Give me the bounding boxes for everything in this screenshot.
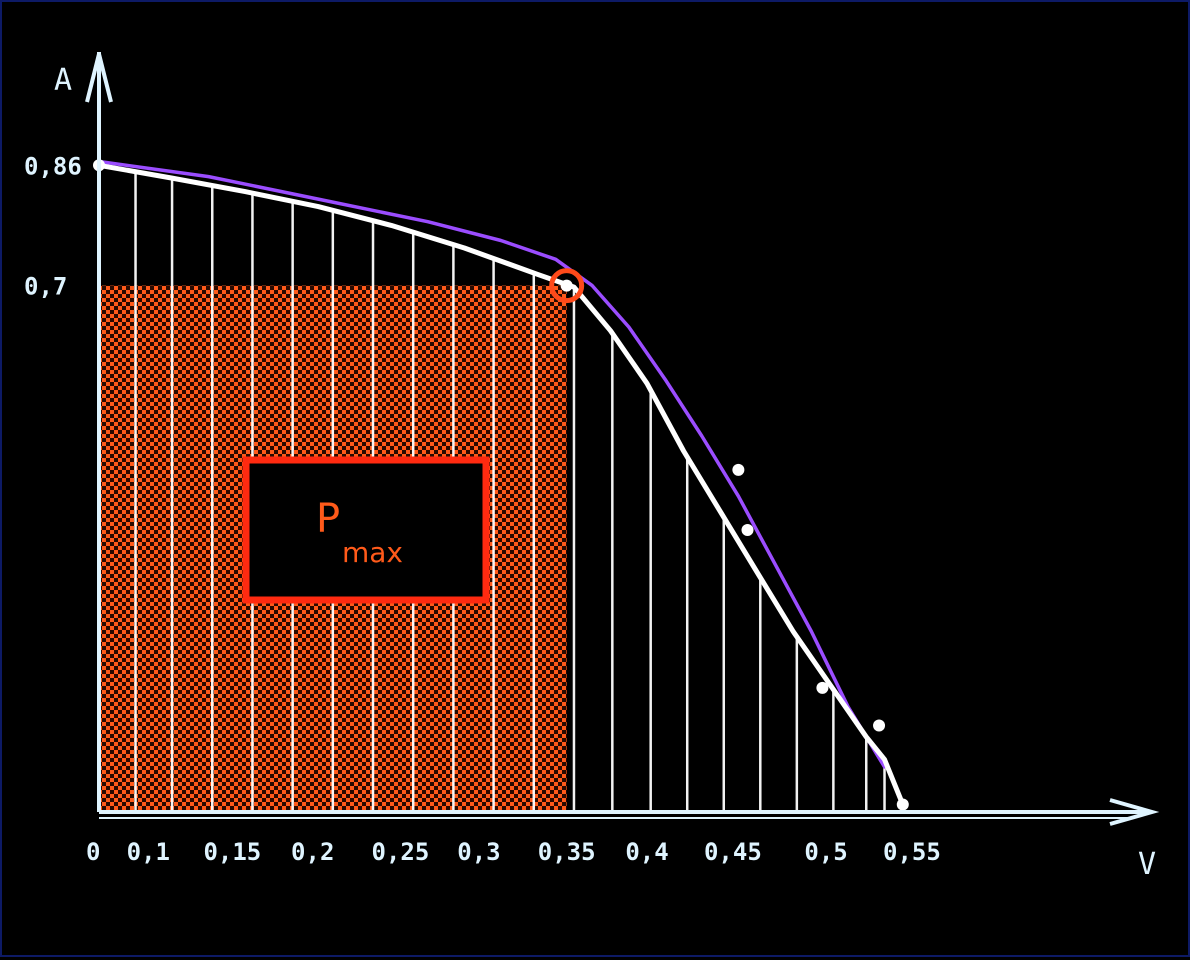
x-tick-label-8: 0,4: [625, 838, 668, 866]
y-tick-label-2: 0,7: [24, 273, 67, 301]
max-power-point-marker: [549, 268, 585, 304]
x-tick-label-7: 0,35: [538, 838, 596, 866]
y-tick-label-1: 0,86: [24, 152, 82, 180]
data-point-3: [732, 463, 745, 476]
x-tick-label-11: 0,55: [883, 838, 941, 866]
x-tick-label-5: 0,25: [372, 838, 430, 866]
x-tick-label-3: 0,15: [203, 838, 261, 866]
y-axis-arrow: [85, 53, 113, 103]
data-point-7: [896, 798, 909, 811]
data-point-5: [816, 681, 829, 694]
x-axis-label: V: [1138, 847, 1156, 882]
data-point-4: [741, 524, 754, 536]
x-tick-label-9: 0,45: [704, 838, 762, 866]
x-axis-arrow: [1109, 798, 1160, 826]
pmax-label-sub: max: [342, 536, 403, 569]
x-tick-label-10: 0,5: [804, 838, 847, 866]
data-point-2: [560, 279, 573, 292]
x-tick-label-4: 0,2: [291, 838, 334, 866]
y-axis-label: A: [54, 63, 72, 98]
data-point-6: [873, 719, 886, 732]
x-tick-label-2: 0,1: [127, 838, 170, 866]
pmax-box-frame: [242, 456, 490, 604]
measured-iv-curve: [96, 162, 906, 807]
ideal-iv-curve: [97, 159, 887, 769]
pmax-label-main: P: [316, 496, 340, 542]
x-tick-label-1: 0: [86, 838, 100, 866]
x-tick-label-6: 0,3: [457, 838, 500, 866]
pmax-annotation: P max: [242, 456, 490, 604]
